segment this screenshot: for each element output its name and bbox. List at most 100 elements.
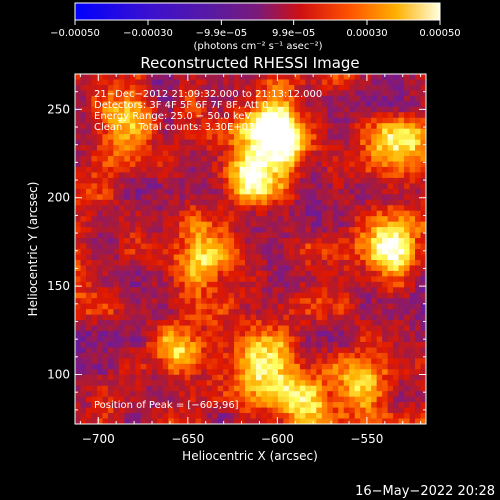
heatmap-cell bbox=[217, 418, 224, 424]
heatmap-cell bbox=[420, 210, 426, 217]
heatmap-cell bbox=[288, 314, 295, 321]
heatmap-cell bbox=[288, 172, 295, 179]
heatmap-cell bbox=[217, 281, 224, 288]
heatmap-cell bbox=[261, 166, 268, 173]
heatmap-cell bbox=[250, 145, 257, 151]
heatmap-cell bbox=[404, 172, 410, 179]
heatmap-cell bbox=[365, 352, 372, 359]
heatmap-cell bbox=[404, 90, 410, 97]
heatmap-cell bbox=[305, 254, 312, 261]
heatmap-cell bbox=[310, 249, 317, 255]
heatmap-cell bbox=[360, 84, 367, 91]
heatmap-cell bbox=[266, 402, 273, 408]
heatmap-cell bbox=[272, 90, 279, 97]
heatmap-cell bbox=[179, 374, 186, 381]
heatmap-cell bbox=[190, 161, 197, 168]
heatmap-cell bbox=[201, 139, 208, 146]
heatmap-cell bbox=[404, 341, 410, 348]
heatmap-cell bbox=[250, 265, 257, 272]
heatmap-cell bbox=[201, 303, 208, 310]
heatmap-cell bbox=[129, 413, 136, 419]
heatmap-cell bbox=[91, 134, 98, 141]
heatmap-cell bbox=[140, 303, 147, 310]
heatmap-cell bbox=[376, 396, 383, 403]
heatmap-cell bbox=[96, 363, 103, 370]
heatmap-cell bbox=[190, 413, 197, 419]
heatmap-cell bbox=[195, 221, 202, 228]
heatmap-cell bbox=[409, 281, 416, 288]
heatmap-cell bbox=[382, 243, 389, 250]
heatmap-cell bbox=[80, 188, 87, 195]
heatmap-cell bbox=[223, 320, 229, 326]
heatmap-cell bbox=[206, 265, 213, 272]
heatmap-cell bbox=[272, 172, 279, 179]
heatmap-cell bbox=[327, 309, 334, 316]
heatmap-cell bbox=[124, 227, 131, 233]
heatmap-cell bbox=[316, 358, 323, 365]
heatmap-cell bbox=[398, 287, 405, 294]
heatmap-cell bbox=[283, 112, 290, 119]
heatmap-cell bbox=[223, 380, 229, 387]
heatmap-cell bbox=[212, 292, 218, 299]
heatmap-cell bbox=[85, 391, 92, 398]
heatmap-cell bbox=[124, 216, 131, 223]
heatmap-cell bbox=[266, 298, 273, 305]
heatmap-cell bbox=[393, 90, 399, 97]
heatmap-cell bbox=[140, 391, 147, 398]
heatmap-cell bbox=[206, 112, 213, 119]
heatmap-cell bbox=[135, 161, 142, 168]
heatmap-cell bbox=[343, 270, 350, 277]
heatmap-cell bbox=[234, 199, 240, 206]
heatmap-cell bbox=[327, 95, 334, 102]
heatmap-cell bbox=[223, 418, 229, 424]
heatmap-cell bbox=[415, 95, 421, 102]
heatmap-cell bbox=[338, 112, 345, 119]
heatmap-cell bbox=[299, 117, 306, 124]
heatmap-cell bbox=[409, 413, 416, 419]
heatmap-cell bbox=[85, 385, 92, 392]
heatmap-cell bbox=[113, 205, 120, 212]
heatmap-cell bbox=[349, 281, 356, 288]
heatmap-cell bbox=[349, 221, 356, 228]
heatmap-cell bbox=[277, 314, 284, 321]
heatmap-cell bbox=[223, 194, 229, 201]
heatmap-cell bbox=[124, 79, 131, 86]
heatmap-cell bbox=[294, 177, 301, 184]
heatmap-cell bbox=[157, 254, 164, 261]
heatmap-cell bbox=[135, 380, 142, 387]
heatmap-cell bbox=[102, 259, 109, 266]
heatmap-cell bbox=[212, 287, 218, 294]
heatmap-cell bbox=[343, 112, 350, 119]
heatmap-cell bbox=[272, 314, 279, 321]
heatmap-cell bbox=[118, 188, 125, 195]
heatmap-cell bbox=[261, 227, 268, 233]
heatmap-cell bbox=[349, 369, 356, 376]
heatmap-cell bbox=[415, 249, 421, 255]
heatmap-cell bbox=[102, 347, 109, 354]
heatmap-cell bbox=[162, 139, 169, 146]
heatmap-cell bbox=[146, 413, 153, 419]
heatmap-cell bbox=[118, 325, 125, 332]
heatmap-cell bbox=[75, 84, 81, 91]
heatmap-cell bbox=[201, 106, 208, 113]
heatmap-cell bbox=[404, 150, 410, 157]
heatmap-cell bbox=[223, 347, 229, 354]
heatmap-cell bbox=[250, 396, 257, 403]
heatmap-cell bbox=[382, 413, 389, 419]
heatmap-cell bbox=[360, 145, 367, 151]
heatmap-cell bbox=[332, 199, 339, 206]
heatmap-cell bbox=[250, 216, 257, 223]
heatmap-cell bbox=[360, 106, 367, 113]
heatmap-cell bbox=[354, 188, 361, 195]
heatmap-cell bbox=[261, 139, 268, 146]
heatmap-cell bbox=[75, 216, 81, 223]
heatmap-cell bbox=[415, 259, 421, 266]
heatmap-cell bbox=[343, 363, 350, 370]
heatmap-cell bbox=[277, 117, 284, 124]
heatmap-cell bbox=[349, 134, 356, 141]
heatmap-cell bbox=[217, 172, 224, 179]
heatmap-cell bbox=[299, 363, 306, 370]
heatmap-cell bbox=[310, 396, 317, 403]
heatmap-cell bbox=[140, 325, 147, 332]
heatmap-cell bbox=[365, 303, 372, 310]
